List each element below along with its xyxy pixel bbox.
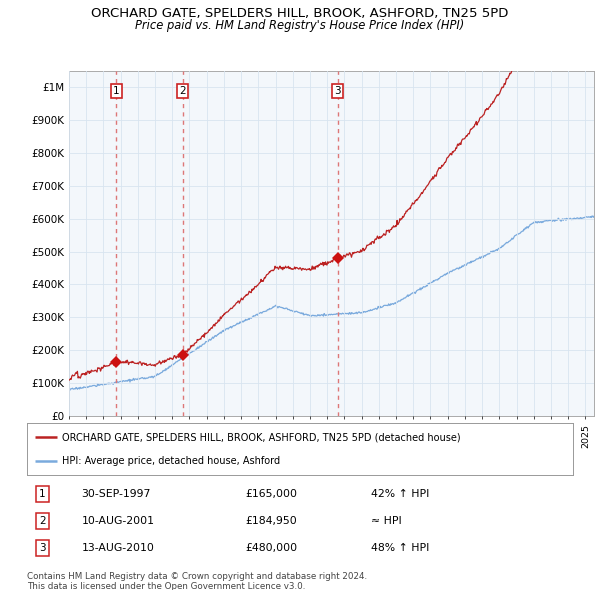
Text: 13-AUG-2010: 13-AUG-2010: [82, 543, 154, 553]
Text: ≈ HPI: ≈ HPI: [371, 516, 402, 526]
Text: 2: 2: [39, 516, 46, 526]
Text: Price paid vs. HM Land Registry's House Price Index (HPI): Price paid vs. HM Land Registry's House …: [136, 19, 464, 32]
Text: 3: 3: [39, 543, 46, 553]
Text: £165,000: £165,000: [245, 489, 298, 499]
Bar: [338, 71, 594, 416]
Bar: [69, 71, 116, 416]
Bar: [116, 71, 182, 416]
Text: HPI: Average price, detached house, Ashford: HPI: Average price, detached house, Ashf…: [62, 456, 281, 466]
Text: ORCHARD GATE, SPELDERS HILL, BROOK, ASHFORD, TN25 5PD: ORCHARD GATE, SPELDERS HILL, BROOK, ASHF…: [91, 7, 509, 20]
Text: 30-SEP-1997: 30-SEP-1997: [82, 489, 151, 499]
Text: 3: 3: [334, 86, 341, 96]
Text: £480,000: £480,000: [245, 543, 298, 553]
Text: Contains HM Land Registry data © Crown copyright and database right 2024.: Contains HM Land Registry data © Crown c…: [27, 572, 367, 581]
Text: ORCHARD GATE, SPELDERS HILL, BROOK, ASHFORD, TN25 5PD (detached house): ORCHARD GATE, SPELDERS HILL, BROOK, ASHF…: [62, 432, 461, 442]
Text: 2: 2: [179, 86, 186, 96]
Text: 1: 1: [39, 489, 46, 499]
Bar: [182, 71, 338, 416]
Text: 1: 1: [113, 86, 119, 96]
Text: 10-AUG-2001: 10-AUG-2001: [82, 516, 155, 526]
Text: 42% ↑ HPI: 42% ↑ HPI: [371, 489, 430, 499]
Text: This data is licensed under the Open Government Licence v3.0.: This data is licensed under the Open Gov…: [27, 582, 305, 590]
Text: £184,950: £184,950: [245, 516, 297, 526]
Text: 48% ↑ HPI: 48% ↑ HPI: [371, 543, 430, 553]
